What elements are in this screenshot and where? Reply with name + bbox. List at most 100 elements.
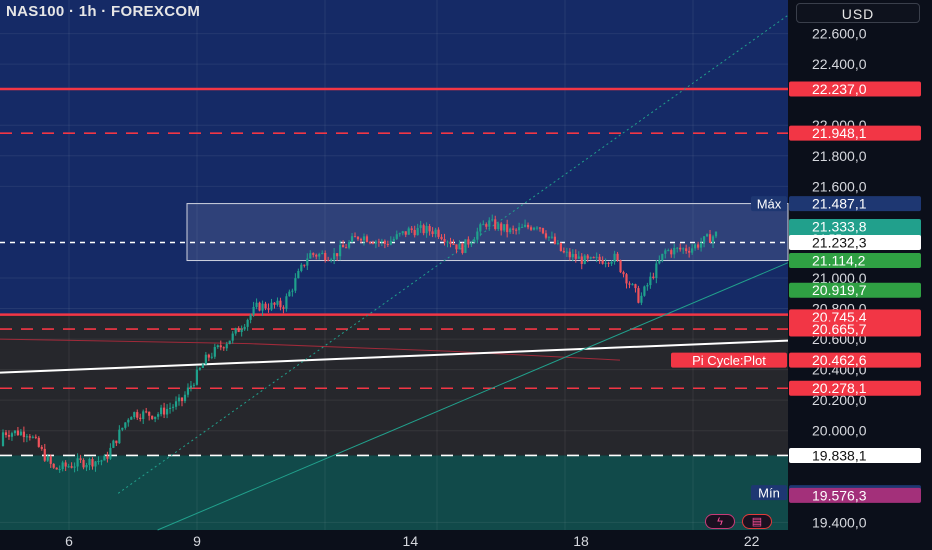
candle-body (616, 253, 619, 261)
candle-body (512, 228, 515, 230)
candle-body (482, 224, 485, 226)
price-label-bg (789, 309, 921, 325)
candle-body (610, 261, 613, 264)
candle-body (446, 241, 449, 243)
candle-body (613, 253, 616, 262)
candle-body (714, 231, 718, 237)
candle-body (440, 236, 443, 240)
candle-body (97, 460, 100, 462)
candle-body (395, 234, 398, 239)
candle-body (70, 466, 73, 468)
candle-body (619, 260, 622, 273)
us-flag-icon[interactable]: ▤ (742, 514, 772, 529)
candle-body (353, 236, 357, 238)
candle-body (180, 397, 184, 402)
candle-body (589, 257, 592, 259)
candle-body (339, 245, 342, 257)
candle-body (464, 239, 467, 253)
price-tag-bg (751, 485, 787, 501)
candle-body (43, 448, 46, 461)
candle-body (222, 347, 225, 349)
candle-body (279, 300, 282, 308)
candle-body (333, 253, 336, 260)
candle-body (431, 231, 434, 235)
range-box[interactable] (186, 203, 789, 262)
candle-body (461, 243, 464, 253)
candle-body (246, 319, 249, 327)
candle-body (28, 436, 31, 438)
candle-body (252, 306, 255, 315)
candle-body (210, 356, 213, 358)
trendline[interactable] (117, 14, 789, 494)
candle-body (350, 236, 354, 242)
candle-body (133, 412, 136, 418)
candle-body (4, 432, 8, 435)
y-tick-label: 22.400,0 (812, 56, 867, 72)
candle-body (658, 260, 661, 264)
candle-body (13, 430, 17, 434)
candle-body (303, 264, 306, 266)
candle-body (506, 224, 509, 233)
candle-body (670, 250, 673, 255)
candle-body (341, 245, 345, 248)
price-label: 19.838,1 (812, 447, 867, 463)
candle-body (213, 347, 216, 357)
symbol-title[interactable]: NAS100 · 1h · FOREXCOM (6, 3, 201, 20)
candle-body (604, 262, 607, 264)
candle-body (264, 303, 267, 309)
candle-body (583, 255, 586, 264)
candle-body (577, 256, 580, 259)
candle-body (410, 228, 413, 230)
candle-body (556, 242, 559, 244)
candle-body (234, 328, 237, 334)
candle-body (398, 233, 401, 235)
candle-body (697, 244, 700, 248)
candle-body (708, 234, 712, 243)
candle-body (67, 466, 70, 468)
candle-body (22, 431, 25, 438)
candle-body (186, 387, 190, 395)
candle-body (192, 384, 196, 386)
candle-body (458, 243, 461, 250)
zone-lower (0, 455, 788, 530)
candle-body (562, 250, 565, 253)
candle-body (195, 369, 199, 385)
candle-body (434, 229, 437, 235)
price-label: 20.278,1 (812, 380, 867, 396)
candle-body (258, 302, 261, 311)
candle-body (1, 432, 5, 446)
candle-body (547, 236, 551, 238)
trendline[interactable] (0, 339, 789, 374)
price-label-bg (789, 352, 921, 368)
candle-body (485, 224, 488, 227)
candle-body (368, 242, 372, 244)
currency-selector[interactable]: USD (796, 3, 920, 23)
candle-body (694, 244, 697, 249)
time-axis[interactable] (0, 530, 788, 550)
candle-body (183, 394, 187, 402)
candle-body (270, 302, 273, 310)
candle-body (103, 455, 106, 461)
candle-body (73, 466, 76, 468)
x-tick-label: 14 (403, 533, 419, 549)
candle-body (449, 241, 452, 244)
lightning-icon[interactable]: ϟ (705, 514, 735, 529)
candle-body (64, 462, 67, 467)
candle-body (640, 295, 643, 303)
candle-body (109, 447, 112, 459)
price-label-bg (789, 487, 921, 503)
trendline[interactable] (157, 262, 789, 531)
candle-body (324, 252, 327, 261)
x-tick-label: 6 (65, 533, 73, 549)
candle-body (231, 333, 234, 341)
candle-body (407, 228, 410, 235)
candle-body (437, 229, 440, 237)
candle-body (297, 270, 300, 279)
candle-body (646, 285, 649, 287)
candle-body (327, 260, 330, 262)
x-tick-label: 22 (744, 533, 760, 549)
candle-body (550, 236, 554, 238)
price-tag-bg (671, 352, 787, 368)
candle-body (634, 284, 637, 289)
